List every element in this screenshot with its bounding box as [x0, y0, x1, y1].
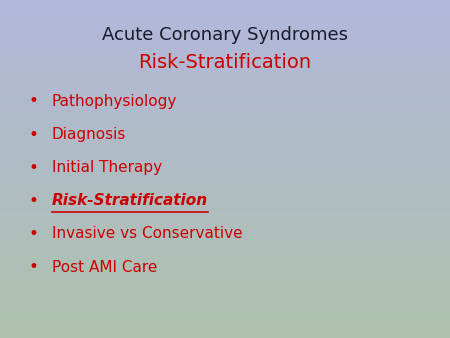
Text: Risk-Stratification: Risk-Stratification — [52, 193, 208, 208]
Text: Risk-Stratification: Risk-Stratification — [139, 53, 311, 72]
Text: •: • — [29, 225, 39, 243]
Text: Acute Coronary Syndromes: Acute Coronary Syndromes — [102, 26, 348, 45]
Text: Pathophysiology: Pathophysiology — [52, 94, 177, 109]
Text: •: • — [29, 159, 39, 177]
Text: •: • — [29, 192, 39, 210]
Text: Post AMI Care: Post AMI Care — [52, 260, 157, 274]
Text: Initial Therapy: Initial Therapy — [52, 160, 162, 175]
Text: Invasive vs Conservative: Invasive vs Conservative — [52, 226, 243, 241]
Text: •: • — [29, 125, 39, 144]
Text: •: • — [29, 92, 39, 111]
Text: •: • — [29, 258, 39, 276]
Text: Diagnosis: Diagnosis — [52, 127, 126, 142]
